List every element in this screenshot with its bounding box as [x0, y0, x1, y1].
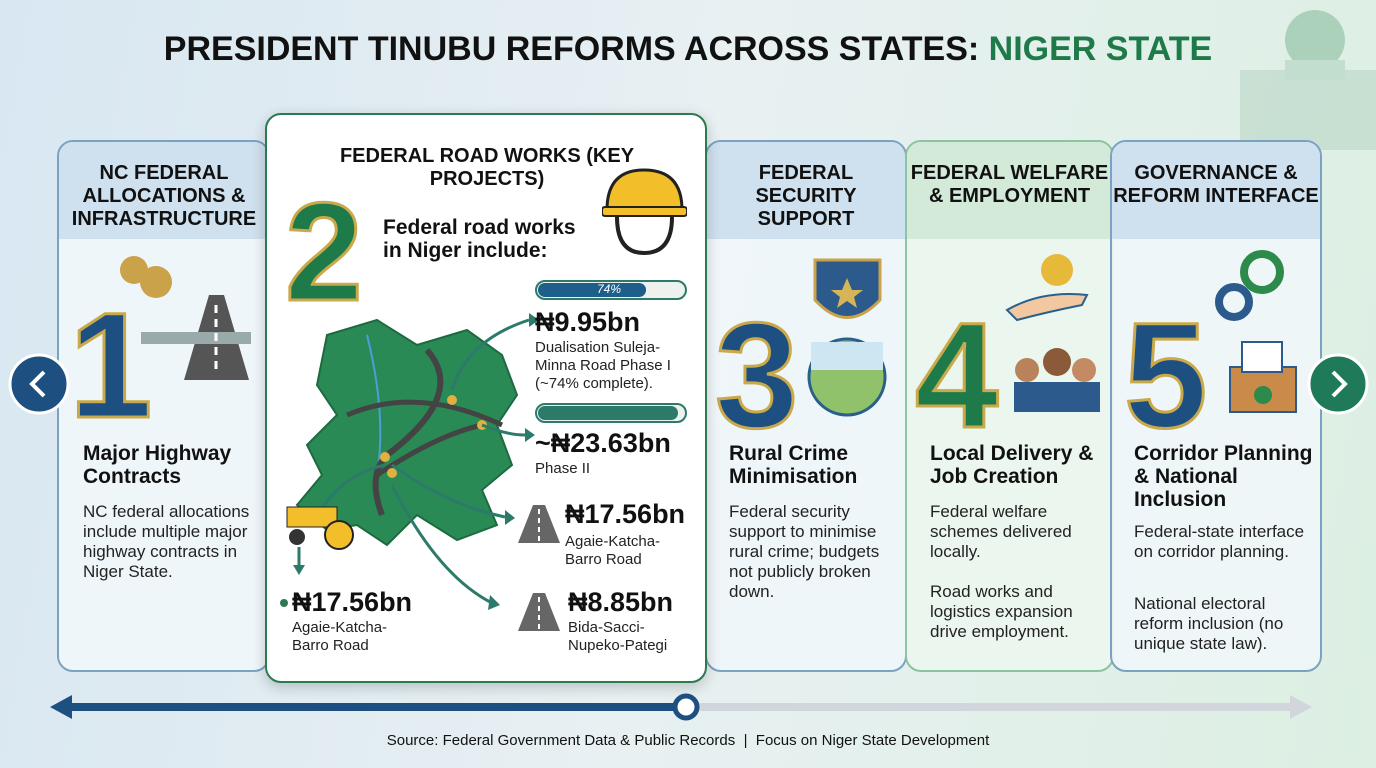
- card: FEDERAL SECURITY SUPPORT 3 Rural Crime M…: [705, 140, 907, 672]
- governance-icon: [1215, 250, 1297, 413]
- road-icons: [518, 505, 560, 631]
- card-number: 5: [1122, 291, 1208, 459]
- card-body: Federal-state interface on corridor plan…: [1134, 522, 1305, 561]
- progress-bars: [535, 280, 687, 423]
- card: NC FEDERAL ALLOCATIONS & INFRASTRUCTURE …: [57, 140, 270, 672]
- project-description: Phase II: [535, 460, 591, 477]
- card-number: 4: [913, 291, 999, 459]
- prev-button[interactable]: [8, 353, 70, 415]
- card-number: 3: [713, 291, 799, 459]
- road-map: [280, 313, 539, 610]
- card-body: Federal welfare schemes delivered locall…: [930, 502, 1072, 561]
- project-description: Bida-Sacci-Nupeko-Pategi: [568, 619, 668, 654]
- featured-card: FEDERAL ROAD WORKS (KEY PROJECTS) 2 Fede…: [265, 113, 707, 683]
- card-band: [59, 142, 268, 239]
- project-amount: ₦17.56bn: [565, 499, 686, 529]
- project-amount: ₦17.56bn: [292, 587, 413, 617]
- employment-icon: [1005, 254, 1100, 412]
- security-icons: [807, 258, 887, 417]
- source-note: Source: Federal Government Data & Public…: [386, 732, 990, 749]
- card-body: Federal security support to minimise rur…: [729, 502, 880, 601]
- card-number: 1: [67, 281, 153, 449]
- progress-fill: [538, 283, 647, 297]
- card: FEDERAL WELFARE & EMPLOYMENT 4 Local Del…: [905, 140, 1114, 672]
- card-intro: Federal road works in Niger include:: [383, 216, 576, 262]
- card-heading: FEDERAL WELFARE & EMPLOYMENT: [910, 162, 1109, 207]
- card: GOVERNANCE & REFORM INTERFACE 5 Corridor…: [1110, 140, 1322, 672]
- card-heading: NC FEDERAL ALLOCATIONS & INFRASTRUCTURE: [71, 162, 257, 230]
- project-amount: ~₦23.63bn: [535, 428, 671, 458]
- project-description: Agaie-Katcha-Barro Road: [565, 533, 661, 568]
- timeline: [50, 693, 1312, 721]
- card-band: [707, 142, 905, 239]
- title: PRESIDENT TINUBU REFORMS ACROSS STATES: …: [0, 30, 1376, 69]
- card-subtitle: Rural Crime Minimisation: [729, 442, 858, 488]
- card-heading: GOVERNANCE & REFORM INTERFACE: [1113, 162, 1319, 207]
- card-body: Road works and logistics expansion drive…: [930, 582, 1073, 641]
- project-amount: ₦8.85bn: [568, 587, 674, 617]
- card-body: National electoral reform inclusion (no …: [1134, 594, 1284, 653]
- project-description: Dualisation Suleja-Minna Road Phase I (~…: [535, 339, 671, 392]
- progress-fill: [538, 406, 678, 420]
- next-button[interactable]: [1307, 353, 1369, 415]
- title-main: PRESIDENT TINUBU REFORMS ACROSS STATES:: [163, 30, 989, 68]
- card-subtitle: Major Highway Contracts: [83, 442, 232, 488]
- card-subtitle: Corridor Planning & National Inclusion: [1134, 442, 1313, 511]
- project-amount: ₦9.95bn: [535, 307, 641, 337]
- capitol-backdrop: [1240, 10, 1376, 150]
- highway-icon: [120, 256, 251, 380]
- project-description: Agaie-Katcha-Barro Road: [292, 619, 388, 654]
- helmet-icon: [602, 168, 687, 256]
- progress-label: 74%: [597, 282, 622, 296]
- title-highlight: NIGER STATE: [988, 30, 1213, 68]
- card-heading: FEDERAL ROAD WORKS (KEY PROJECTS): [339, 145, 635, 190]
- card-number: 2: [284, 173, 365, 330]
- card-band: [907, 142, 1112, 239]
- card-heading: FEDERAL SECURITY SUPPORT: [755, 162, 857, 230]
- card-subtitle: Local Delivery & Job Creation: [930, 442, 1094, 488]
- card-body: NC federal allocations include multiple …: [83, 502, 250, 581]
- card-band: [1112, 142, 1320, 239]
